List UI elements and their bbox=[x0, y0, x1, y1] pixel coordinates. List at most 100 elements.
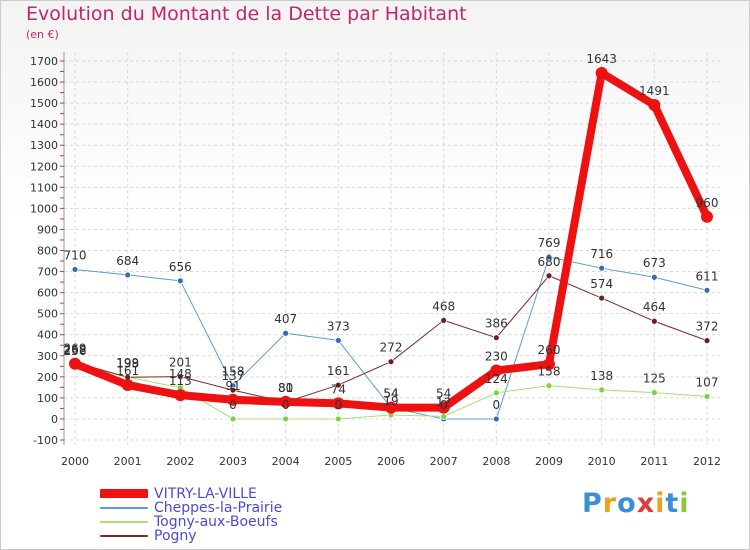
data-label: 373 bbox=[327, 319, 350, 333]
y-tick-label: 700 bbox=[37, 266, 58, 279]
logo-letter: x bbox=[636, 488, 656, 519]
legend-swatch-pogny bbox=[100, 535, 148, 537]
data-label: 272 bbox=[380, 341, 403, 355]
data-label: 269 bbox=[64, 341, 87, 355]
x-tick-label: 2011 bbox=[640, 455, 668, 468]
data-label: 0 bbox=[229, 398, 237, 412]
legend-swatch-cheppes bbox=[100, 507, 148, 509]
data-label: 74 bbox=[331, 382, 346, 396]
y-tick-label: 1700 bbox=[30, 55, 58, 68]
data-point bbox=[701, 210, 713, 223]
data-label: 12 bbox=[436, 395, 451, 409]
logo-letter: r bbox=[602, 488, 618, 519]
data-label: 113 bbox=[169, 374, 192, 388]
data-point bbox=[69, 357, 81, 370]
y-tick-label: -100 bbox=[33, 434, 58, 447]
data-point bbox=[545, 272, 553, 280]
legend-label-pogny: Pogny bbox=[154, 528, 197, 544]
data-point bbox=[282, 415, 290, 423]
unit-label: (en €) bbox=[26, 28, 59, 41]
data-label: 138 bbox=[590, 369, 613, 383]
data-label: 464 bbox=[643, 300, 666, 314]
data-label: 81 bbox=[278, 381, 293, 395]
data-label: 0 bbox=[282, 398, 290, 412]
data-label: 201 bbox=[169, 356, 192, 370]
data-point bbox=[334, 415, 342, 423]
y-tick-label: 400 bbox=[37, 329, 58, 342]
data-label: 54 bbox=[436, 387, 451, 401]
data-point bbox=[440, 413, 448, 420]
data-point bbox=[174, 389, 187, 402]
data-label: 137 bbox=[222, 369, 245, 383]
y-tick-label: 1100 bbox=[30, 181, 58, 194]
x-tick-label: 2006 bbox=[377, 455, 405, 468]
data-label: 199 bbox=[116, 356, 139, 370]
legend-label-vitry: VITRY-LA-VILLE bbox=[154, 486, 257, 502]
data-label: 260 bbox=[538, 343, 561, 357]
data-label: 161 bbox=[116, 364, 139, 378]
data-label: 19 bbox=[383, 394, 398, 408]
legend-label-cheppes: Cheppes-la-Prairie bbox=[154, 500, 283, 516]
x-tick-label: 2004 bbox=[272, 455, 300, 468]
data-point bbox=[595, 67, 608, 80]
data-label: 148 bbox=[169, 367, 192, 381]
data-label: 1491 bbox=[639, 84, 670, 98]
chart-title: Evolution du Montant de la Dette par Hab… bbox=[26, 3, 467, 25]
data-label: 256 bbox=[64, 344, 87, 358]
data-point bbox=[650, 389, 658, 397]
legend-label-togny: Togny-aux-Boeufs bbox=[154, 514, 278, 530]
data-point bbox=[437, 401, 450, 414]
data-point bbox=[650, 317, 658, 325]
data-point bbox=[650, 273, 658, 281]
data-label: 158 bbox=[538, 365, 561, 379]
data-label: 0 bbox=[440, 398, 448, 412]
data-point bbox=[543, 358, 555, 371]
data-label: 684 bbox=[116, 254, 139, 268]
data-point bbox=[334, 381, 342, 389]
y-tick-label: 100 bbox=[37, 392, 58, 405]
data-point bbox=[598, 294, 606, 302]
data-point bbox=[176, 277, 184, 285]
y-tick-label: 800 bbox=[37, 245, 58, 258]
data-label: 716 bbox=[590, 247, 613, 261]
x-tick-label: 2009 bbox=[535, 455, 563, 468]
data-label: 124 bbox=[485, 372, 508, 386]
x-tick-label: 2000 bbox=[61, 455, 89, 468]
y-tick-label: 1600 bbox=[30, 76, 58, 89]
data-point bbox=[387, 358, 395, 366]
data-point bbox=[492, 389, 500, 397]
data-label: 611 bbox=[696, 269, 719, 283]
y-tick-label: 300 bbox=[37, 350, 58, 363]
data-point bbox=[492, 334, 500, 342]
data-point bbox=[334, 337, 342, 344]
y-tick-label: 1400 bbox=[30, 118, 58, 131]
data-label: 680 bbox=[538, 255, 561, 269]
data-label: 158 bbox=[222, 365, 245, 379]
data-point bbox=[229, 415, 237, 423]
data-point bbox=[490, 364, 503, 377]
data-point bbox=[703, 286, 711, 294]
data-point bbox=[124, 271, 132, 279]
data-label: 161 bbox=[327, 364, 350, 378]
data-label: 372 bbox=[696, 320, 719, 334]
data-label: 230 bbox=[485, 350, 508, 364]
y-tick-label: 900 bbox=[37, 223, 58, 236]
x-tick-label: 2012 bbox=[693, 455, 721, 468]
data-label: 769 bbox=[538, 236, 561, 250]
x-tick-label: 2010 bbox=[588, 455, 616, 468]
x-tick-label: 2001 bbox=[114, 455, 142, 468]
data-label: 1643 bbox=[586, 52, 617, 66]
data-label: 54 bbox=[383, 387, 398, 401]
logo-letter: i bbox=[655, 488, 666, 519]
x-tick-label: 2008 bbox=[482, 455, 510, 468]
data-point bbox=[545, 253, 553, 261]
data-point bbox=[121, 379, 134, 392]
logo-letter: i bbox=[679, 488, 690, 519]
x-tick-label: 2005 bbox=[324, 455, 352, 468]
data-label: 125 bbox=[643, 372, 666, 386]
y-tick-label: 500 bbox=[37, 308, 58, 321]
legend-swatch-vitry bbox=[100, 489, 148, 498]
data-point bbox=[385, 401, 397, 414]
legend-swatch-togny bbox=[100, 521, 148, 523]
proxiti-logo: Proxiti bbox=[582, 488, 690, 519]
